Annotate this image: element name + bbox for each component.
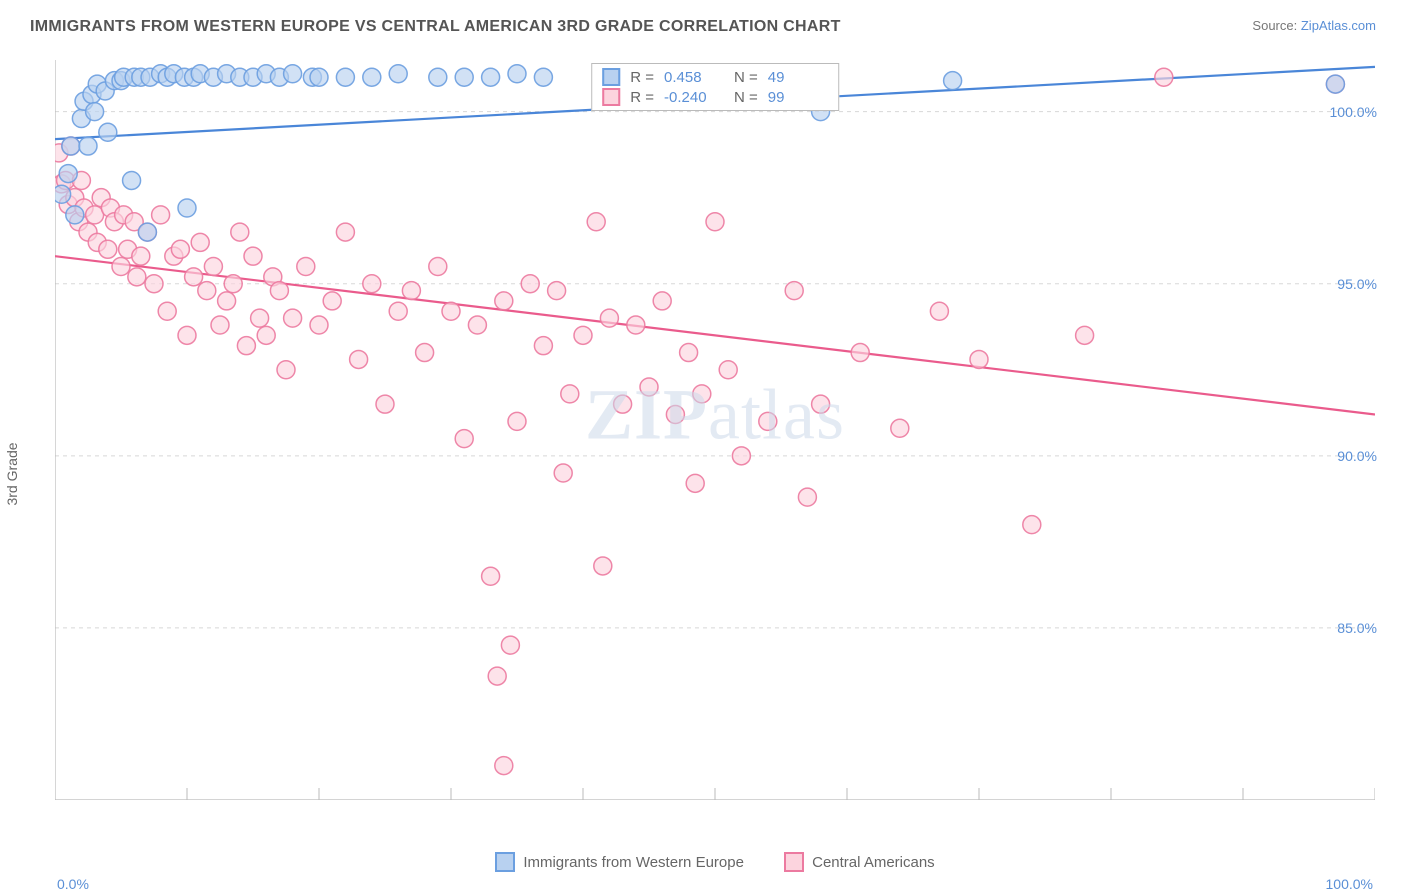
source-attribution: Source: ZipAtlas.com — [1252, 18, 1376, 33]
y-tick-label: 95.0% — [1337, 276, 1377, 292]
y-tick-label: 90.0% — [1337, 448, 1377, 464]
legend-item-0: Immigrants from Western Europe — [495, 852, 744, 872]
legend-item-1: Central Americans — [784, 852, 935, 872]
source-label: Source: — [1252, 18, 1297, 33]
legend: Immigrants from Western Europe Central A… — [55, 852, 1375, 876]
stats-swatch-1 — [602, 88, 620, 106]
x-max-label: 100.0% — [1326, 876, 1373, 892]
legend-label-1: Central Americans — [812, 854, 935, 871]
legend-swatch-1 — [784, 852, 804, 872]
y-tick-label: 85.0% — [1337, 620, 1377, 636]
stats-r-value-0: 0.458 — [664, 69, 724, 86]
legend-label-0: Immigrants from Western Europe — [523, 854, 744, 871]
x-min-label: 0.0% — [57, 876, 89, 892]
stats-r-label-1: R = — [630, 89, 654, 106]
source-link[interactable]: ZipAtlas.com — [1301, 18, 1376, 33]
chart-svg — [55, 60, 1375, 800]
stats-n-label-1: N = — [734, 89, 758, 106]
stats-row-0: R = 0.458 N = 49 — [602, 68, 828, 86]
y-tick-label: 100.0% — [1330, 104, 1377, 120]
stats-n-value-1: 99 — [768, 89, 828, 106]
stats-r-value-1: -0.240 — [664, 89, 724, 106]
stats-swatch-0 — [602, 68, 620, 86]
legend-swatch-0 — [495, 852, 515, 872]
stats-r-label-0: R = — [630, 69, 654, 86]
chart-title: IMMIGRANTS FROM WESTERN EUROPE VS CENTRA… — [30, 18, 841, 36]
stats-n-value-0: 49 — [768, 69, 828, 86]
y-axis-label: 3rd Grade — [4, 442, 20, 505]
scatter-plot: ZIPatlas R = 0.458 N = 49 R = -0.240 N =… — [55, 60, 1375, 800]
stats-box: R = 0.458 N = 49 R = -0.240 N = 99 — [591, 63, 839, 111]
stats-row-1: R = -0.240 N = 99 — [602, 88, 828, 106]
stats-n-label-0: N = — [734, 69, 758, 86]
